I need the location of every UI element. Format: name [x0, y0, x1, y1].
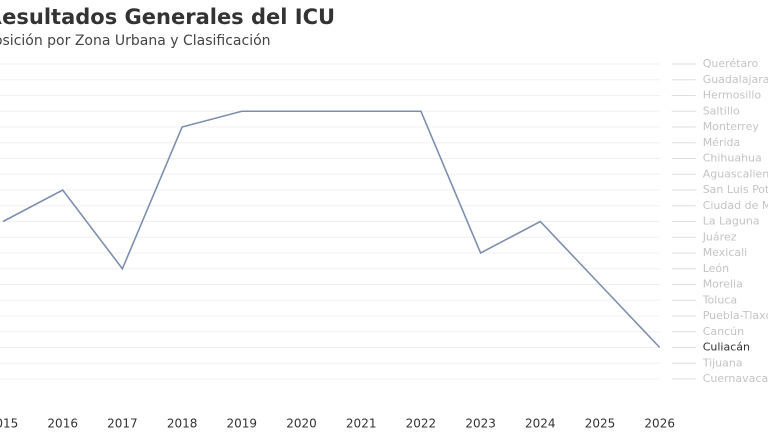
y-tick-label: Mexicali [703, 246, 748, 259]
chart-subtitle: Posición por Zona Urbana y Clasificación [0, 33, 271, 49]
y-tick-label: Aguascalientes [703, 167, 768, 180]
x-tick-label: 2019 [227, 417, 258, 431]
y-tick-label: Toluca [702, 293, 737, 306]
x-tick-label: 2024 [525, 417, 556, 431]
x-tick-label: 2016 [47, 417, 78, 431]
y-tick-label: Tijuana [702, 356, 743, 369]
x-tick-label: 2026 [644, 417, 675, 431]
y-tick-label: Juárez [702, 230, 737, 243]
y-tick-label: San Luis Potosí [703, 183, 768, 196]
y-tick-label: Cancún [703, 325, 744, 338]
x-tick-label: 2023 [465, 417, 496, 431]
y-tick-label: Chihuahua [703, 152, 762, 165]
y-tick-label: Cuernavaca [703, 372, 768, 385]
series-line [2, 110, 661, 349]
x-tick-label: 2021 [346, 417, 377, 431]
y-tick-label: Monterrey [703, 120, 760, 133]
y-tick-label: Hermosillo [703, 89, 762, 102]
x-tick-label: 2018 [167, 417, 198, 431]
x-tick-label: 2020 [286, 417, 317, 431]
y-tick-label: Culiacán [703, 341, 750, 354]
y-tick-label: Guadalajara [703, 73, 768, 86]
x-tick-label: 2015 [0, 417, 18, 431]
y-tick-label: León [703, 262, 729, 275]
x-tick-label: 2022 [406, 417, 437, 431]
y-tick-label: Querétaro [703, 57, 759, 70]
x-tick-label: 2025 [585, 417, 616, 431]
y-tick-label: Morelia [703, 278, 743, 291]
chart-title: Resultados Generales del ICU [0, 5, 335, 29]
y-tick-label: La Laguna [703, 215, 760, 228]
y-tick-label: Mérida [703, 136, 741, 149]
x-tick-label: 2017 [107, 417, 138, 431]
y-tick-label: Ciudad de México [703, 199, 768, 212]
y-tick-label: Puebla-Tlaxcala [703, 309, 768, 322]
y-tick-label: Saltillo [703, 104, 740, 117]
